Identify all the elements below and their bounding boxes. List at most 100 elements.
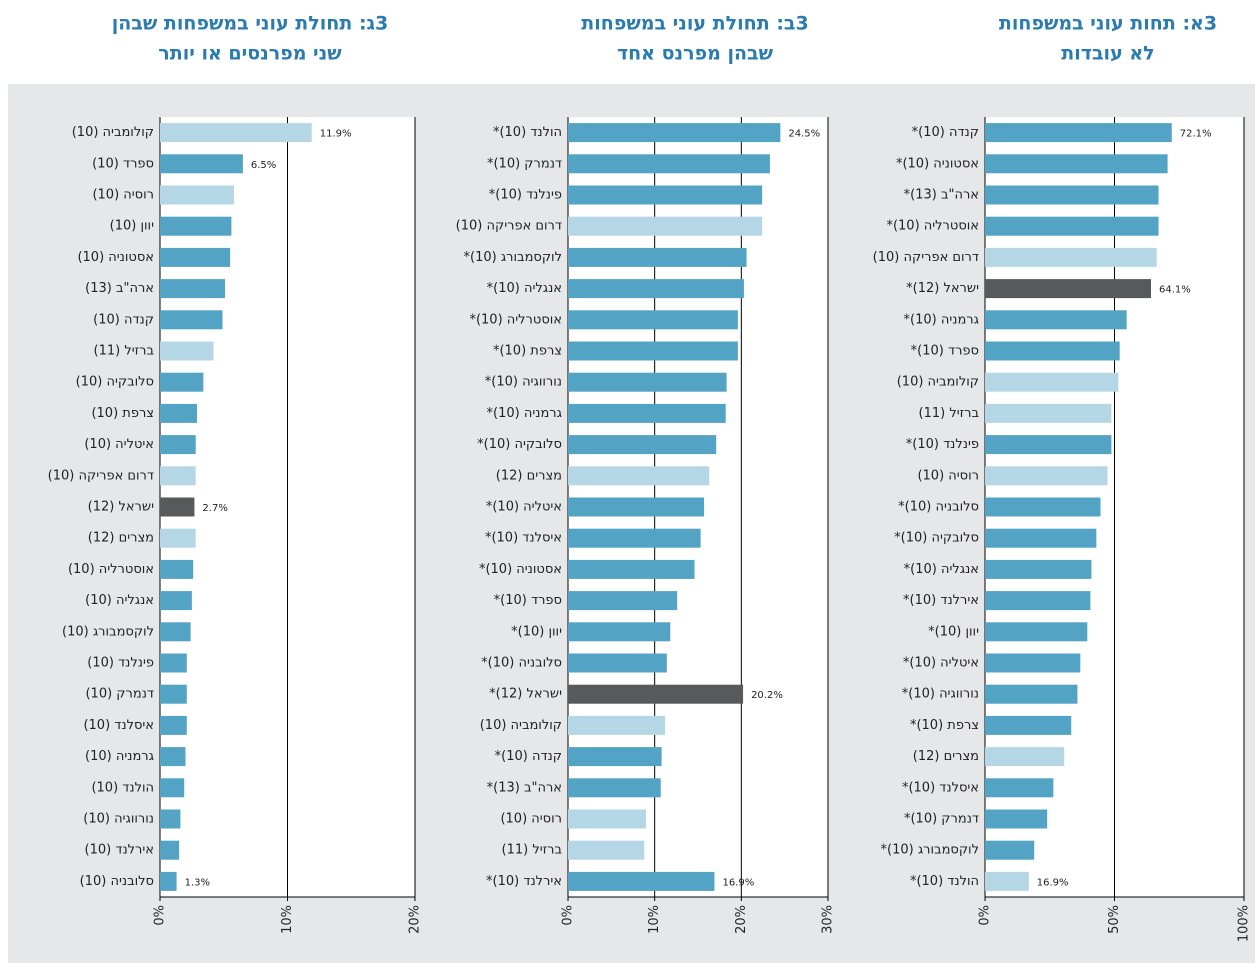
category-label: מצרים (12) [496,468,562,483]
value-label: 6.5% [251,160,276,171]
category-label: סלובניה (10)* [481,656,562,671]
x-tick-label: 0% [978,905,993,926]
bar [160,185,234,205]
x-tick-label: 10% [280,905,295,934]
category-label: מצרים (12) [88,531,154,546]
bar [985,653,1081,673]
bar [160,528,196,548]
bar [160,310,223,330]
bar [985,466,1108,486]
bar [160,591,192,611]
bar [568,372,727,392]
category-label: יוון (10) [110,219,154,234]
category-label: ספרד (10)* [494,593,562,608]
category-label: נורווגיה (10) [83,812,154,827]
category-label: אנגליה (10)* [904,562,979,577]
chart-title: שבהן מפרנס אחד [617,43,774,65]
bar [160,123,312,143]
chart-title: שני מפרנסים או יותר [158,43,342,65]
category-label: צרפת (10) [91,406,154,421]
category-label: גרמניה (10) [85,749,154,764]
category-label: אירלנד (10)* [486,874,562,889]
category-label: לוקסמבורג (10)* [880,843,979,858]
bar [568,123,781,143]
bar [568,185,763,205]
bar [985,247,1157,267]
category-label: קנדה (10)* [495,749,562,764]
chart-title: 3א: תחות עוני במשפחות [999,13,1217,35]
value-label: 11.9% [320,129,352,140]
category-label: נורווגיה (10)* [485,375,562,390]
bar [985,154,1168,174]
bar [568,403,726,423]
bar [568,684,744,704]
category-label: הולנד (10) [91,780,154,795]
bar [568,466,710,486]
bar [568,247,747,267]
x-tick-label: 20% [408,905,423,934]
bar [985,497,1101,517]
category-label: איסלנד (10)* [485,531,562,546]
category-label: פינלנד (10)* [489,188,562,203]
bar [985,684,1078,704]
bar [568,528,701,548]
bar [985,747,1065,767]
category-label: קולומביה (10) [72,125,154,140]
bar [160,715,187,735]
bar [985,341,1120,361]
bar [160,216,232,236]
category-label: גרמניה (10)* [904,312,979,327]
category-label: ישראל (12)* [906,281,979,296]
category-label: אוסטרליה (10)* [469,312,562,327]
bar [568,154,770,174]
chart-title: 3ב: תחולת עוני במשפחות [581,13,808,35]
value-label: 20.2% [751,690,783,701]
category-label: לוקסמבורג (10) [62,624,154,639]
category-label: אסטוניה (10)* [896,156,979,171]
category-label: דרום אפריקה (10) [48,468,154,483]
category-label: אוסטרליה (10) [68,562,154,577]
value-label: 16.9% [722,877,754,888]
bar [160,154,243,174]
bar [568,747,662,767]
category-label: קנדה (10) [93,312,154,327]
category-label: סלובקיה (10)* [894,531,979,546]
category-label: איסלנד (10)* [902,780,979,795]
category-label: צרפת (10)* [493,344,562,359]
bar [160,497,195,517]
category-label: ישראל (12)* [489,687,562,702]
bar [985,840,1035,860]
category-label: ארה"ב (13)* [487,780,562,795]
bar [160,341,214,361]
bar [160,840,180,860]
value-label: 24.5% [788,129,820,140]
category-label: צרפת (10)* [910,718,979,733]
bar [568,497,705,517]
bar [568,840,645,860]
chart-title: 3ג: תחולת עוני במשפחות שבהן [112,13,389,35]
bar [160,466,196,486]
category-label: ברזיל (11) [919,406,979,421]
bar [568,279,744,299]
category-label: ארה"ב (13) [85,281,154,296]
category-label: אסטוניה (10) [77,250,154,265]
x-tick-label: 10% [647,905,662,934]
category-label: דרום אפריקה (10) [456,219,562,234]
category-label: גרמניה (10)* [487,406,562,421]
category-label: מצרים (12) [913,749,979,764]
category-label: קנדה (10)* [912,125,979,140]
x-tick-label: 20% [734,905,749,934]
category-label: יוון (10)* [511,624,562,639]
bar [160,279,226,299]
category-label: אירלנד (10)* [903,593,979,608]
category-label: דנמרק (10)* [487,156,562,171]
bar [160,247,231,267]
bar [568,341,738,361]
category-label: קולומביה (10) [897,375,979,390]
bar [985,216,1159,236]
bar [985,591,1091,611]
category-label: רוסיה (10) [92,188,154,203]
category-label: סלובקיה (10) [76,375,154,390]
category-label: ארה"ב (13)* [904,188,979,203]
category-label: פינלנד (10)* [906,437,979,452]
